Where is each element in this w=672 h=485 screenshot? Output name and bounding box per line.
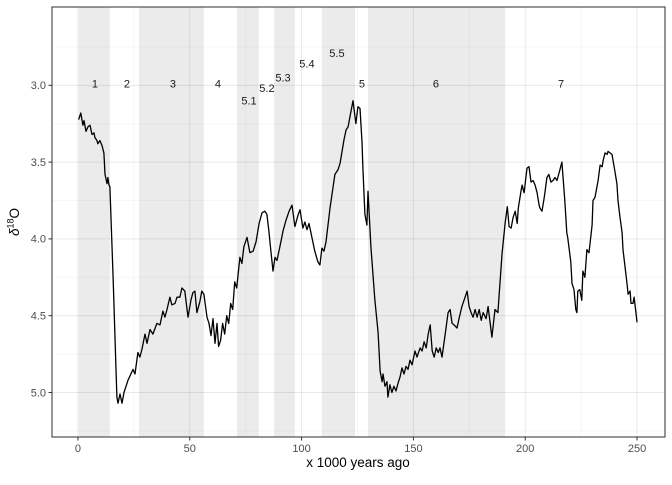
- stage-label-5.4: 5.4: [299, 59, 314, 71]
- stage-label-5.2: 5.2: [259, 83, 274, 95]
- y-tick-label: 3.5: [31, 157, 46, 169]
- band-mis-5.3: [274, 7, 295, 437]
- x-tick-label: 50: [184, 443, 196, 455]
- stage-label-3: 3: [170, 79, 176, 91]
- y-tick-label: 4.5: [31, 310, 46, 322]
- x-axis-title: x 1000 years ago: [306, 455, 410, 470]
- band-mis-1: [78, 7, 110, 437]
- panel-border: [51, 6, 666, 438]
- x-tick-label: 100: [292, 443, 310, 455]
- y-title-O: O: [7, 208, 22, 219]
- x-tick-label: 200: [516, 443, 534, 455]
- y-title-delta: δ: [7, 228, 22, 236]
- axis-ticks: [48, 84, 638, 441]
- stage-label-1: 1: [92, 79, 98, 91]
- x-tick-label: 250: [628, 443, 646, 455]
- band-mis-3: [138, 7, 204, 437]
- stage-label-5.5: 5.5: [329, 48, 344, 60]
- axis-tick-labels: 0 50 100 150 200 250 3.0 3.5 4.0 4.5 5.0: [31, 80, 647, 455]
- stage-label-5.1: 5.1: [241, 95, 256, 107]
- x-tick-label: 150: [404, 443, 422, 455]
- band-mis-5.1: [236, 7, 259, 437]
- stage-label-5: 5: [359, 79, 365, 91]
- y-tick-label: 5.0: [31, 387, 46, 399]
- stage-label-5.3: 5.3: [275, 72, 290, 84]
- y-tick-label: 4.0: [31, 234, 46, 246]
- y-axis-title: δ18O: [6, 208, 23, 236]
- stage-label-6: 6: [433, 79, 439, 91]
- x-tick-label: 0: [75, 443, 81, 455]
- grid-major: [52, 7, 665, 437]
- d18o-series-line: [78, 100, 638, 404]
- stage-labels: 1 2 3 4 5.15.25.3 5.4 5.5 5 6 7: [92, 48, 564, 108]
- stage-bands: [78, 7, 506, 437]
- stage-label-4: 4: [215, 79, 221, 91]
- y-tick-label: 3.0: [31, 80, 46, 92]
- band-mis-6: [368, 7, 506, 437]
- stage-label-2: 2: [124, 79, 130, 91]
- band-mis-5.5: [321, 7, 356, 437]
- stage-label-7: 7: [558, 79, 564, 91]
- y-title-superscript: 18: [6, 218, 16, 228]
